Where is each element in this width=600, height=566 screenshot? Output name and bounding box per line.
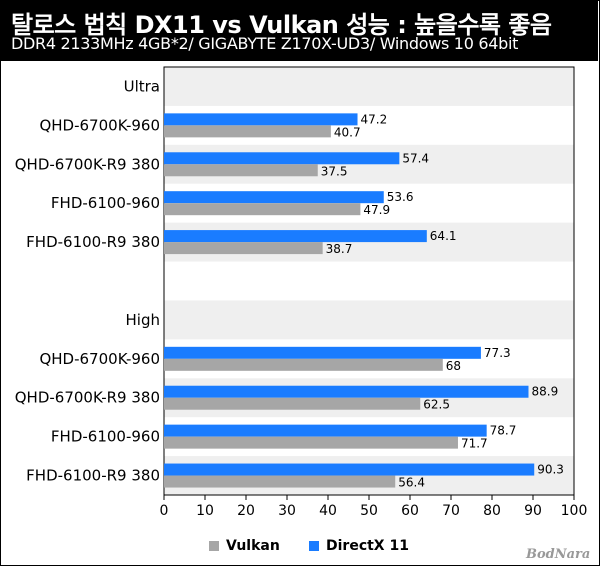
bar-vulkan — [164, 397, 421, 410]
value-label-directx11: 77.3 — [484, 346, 511, 360]
bar-vulkan — [164, 242, 323, 255]
category-label: Ultra — [124, 77, 160, 95]
value-label-directx11: 53.6 — [387, 190, 414, 204]
category-label: FHD-6100-960 — [51, 194, 160, 212]
value-label-directx11: 64.1 — [430, 229, 457, 243]
category-label: FHD-6100-R9 380 — [26, 233, 160, 251]
row-band — [164, 67, 574, 106]
x-tick-label: 20 — [237, 503, 255, 519]
value-label-vulkan: 68 — [446, 359, 461, 373]
bar-directx11 — [164, 230, 427, 243]
value-label-directx11: 57.4 — [402, 151, 429, 165]
value-label-directx11: 47.2 — [361, 112, 388, 126]
bar-directx11 — [164, 113, 358, 126]
category-label: FHD-6100-R9 380 — [26, 467, 160, 485]
bar-vulkan — [164, 203, 361, 216]
bar-directx11 — [164, 424, 487, 437]
x-tick-label: 40 — [319, 503, 337, 519]
bar-vulkan — [164, 475, 396, 488]
value-label-vulkan: 47.9 — [363, 203, 390, 217]
x-tick-label: 90 — [524, 503, 542, 519]
x-tick-label: 70 — [442, 503, 460, 519]
value-label-directx11: 88.9 — [531, 385, 558, 399]
legend-label: DirectX 11 — [326, 538, 409, 554]
value-label-vulkan: 62.5 — [423, 398, 450, 412]
category-label: High — [126, 311, 160, 329]
x-tick-label: 80 — [483, 503, 501, 519]
bar-directx11 — [164, 191, 384, 204]
x-tick-label: 0 — [160, 503, 169, 519]
bar-vulkan — [164, 358, 443, 371]
value-label-vulkan: 38.7 — [326, 242, 353, 256]
category-label: QHD-6700K-960 — [39, 116, 160, 134]
x-tick-label: 50 — [360, 503, 378, 519]
value-label-vulkan: 56.4 — [398, 476, 425, 490]
row-band — [164, 300, 574, 340]
x-tick-label: 10 — [196, 503, 214, 519]
x-tick-label: 60 — [401, 503, 419, 519]
chart-header: 탈로스 법칙 DX11 vs Vulkan 성능 : 높을수록 좋음 DDR4 … — [1, 1, 598, 61]
category-label: QHD-6700K-960 — [39, 350, 160, 368]
legend-swatch — [309, 541, 319, 551]
watermark-logo: BodNara — [526, 547, 591, 562]
value-label-vulkan: 40.7 — [334, 125, 361, 139]
bar-directx11 — [164, 385, 529, 398]
chart-subtitle: DDR4 2133MHz 4GB*2/ GIGABYTE Z170X-UD3/ … — [11, 34, 519, 53]
value-label-directx11: 78.7 — [490, 424, 517, 438]
bar-directx11 — [164, 152, 400, 165]
x-tick-label: 30 — [278, 503, 296, 519]
legend-label: Vulkan — [226, 538, 280, 554]
category-label: QHD-6700K-R9 380 — [15, 155, 160, 173]
category-label: FHD-6100-960 — [51, 428, 160, 446]
category-label: QHD-6700K-R9 380 — [15, 389, 160, 407]
bar-directx11 — [164, 463, 535, 476]
bar-directx11 — [164, 346, 481, 359]
x-tick-label: 100 — [561, 503, 588, 519]
value-label-vulkan: 71.7 — [461, 437, 488, 451]
value-label-directx11: 90.3 — [537, 463, 564, 477]
bar-vulkan — [164, 436, 458, 449]
bar-vulkan — [164, 125, 331, 138]
bar-vulkan — [164, 164, 318, 177]
chart-title: 탈로스 법칙 DX11 vs Vulkan 성능 : 높을수록 좋음 — [11, 11, 552, 39]
legend-swatch — [209, 541, 219, 551]
value-label-vulkan: 37.5 — [321, 164, 348, 178]
